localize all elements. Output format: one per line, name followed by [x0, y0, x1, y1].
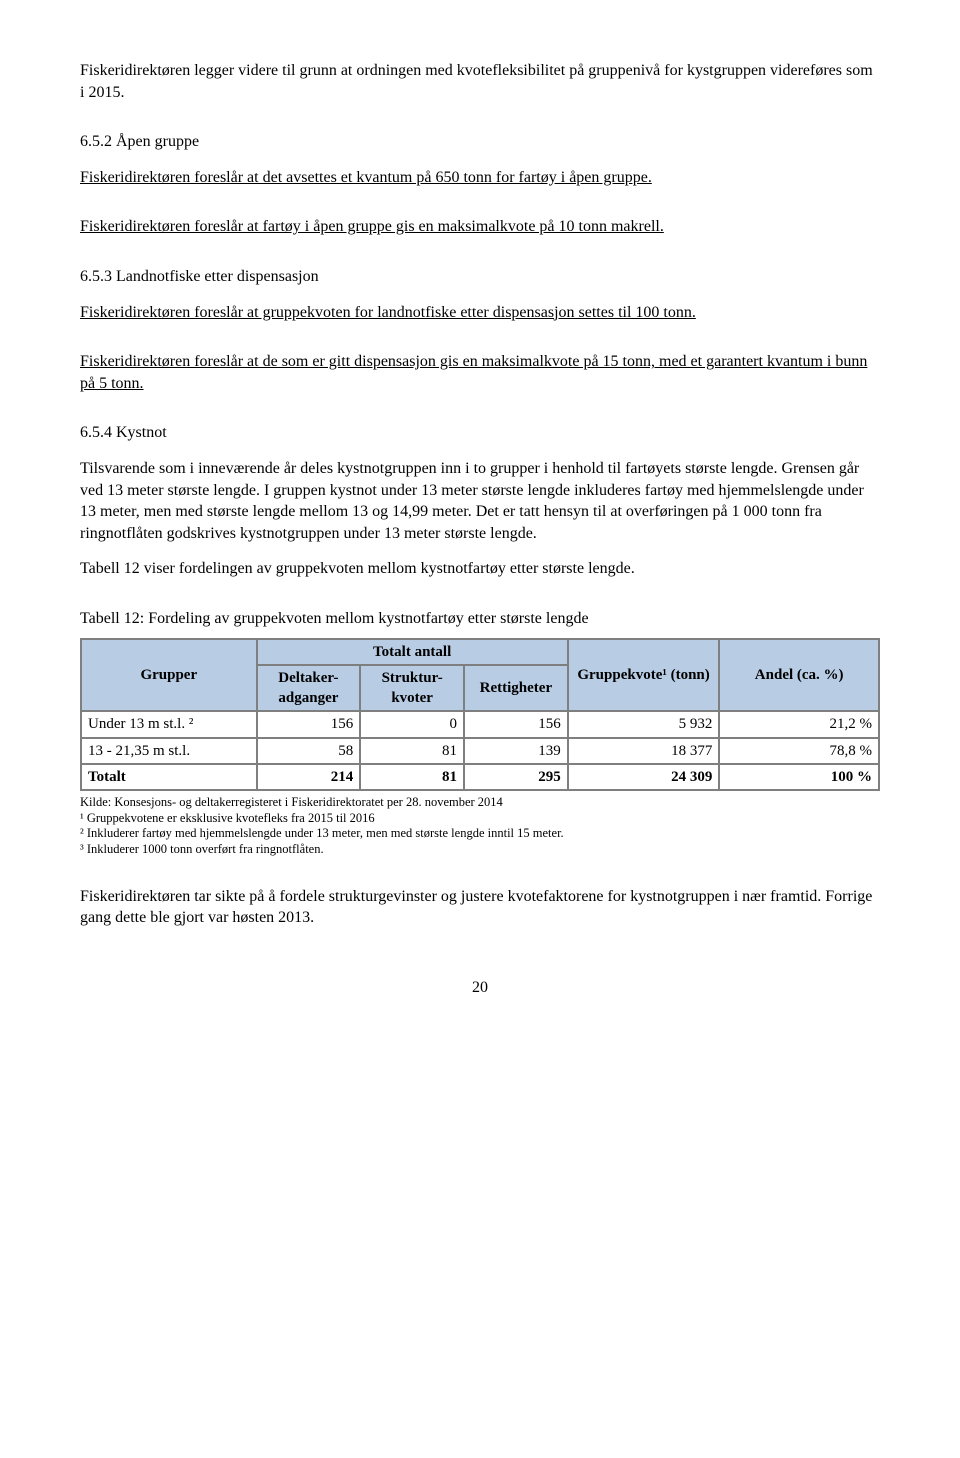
cell-rettigheter: 156	[464, 711, 568, 737]
cell-grupper: Under 13 m st.l. ²	[81, 711, 257, 737]
cell-rettigheter: 295	[464, 764, 568, 790]
paragraph-underlined: Fiskeridirektøren foreslår at gruppekvot…	[80, 302, 880, 324]
paragraph: Fiskeridirektøren legger videre til grun…	[80, 60, 880, 103]
table-row-total: Totalt 214 81 295 24 309 100 %	[81, 764, 879, 790]
cell-gruppekvote: 18 377	[568, 738, 720, 764]
heading-6-5-2: 6.5.2 Åpen gruppe	[80, 131, 880, 153]
paragraph: Fiskeridirektøren tar sikte på å fordele…	[80, 886, 880, 929]
paragraph: Tabell 12 viser fordelingen av gruppekvo…	[80, 558, 880, 580]
heading-6-5-4: 6.5.4 Kystnot	[80, 422, 880, 444]
cell-struktur: 0	[360, 711, 464, 737]
col-totalt-antall: Totalt antall	[257, 639, 568, 665]
paragraph-underlined: Fiskeridirektøren foreslår at de som er …	[80, 351, 880, 394]
cell-andel: 100 %	[719, 764, 879, 790]
table-caption: Tabell 12: Fordeling av gruppekvoten mel…	[80, 608, 880, 630]
heading-6-5-3: 6.5.3 Landnotfiske etter dispensasjon	[80, 266, 880, 288]
footnote-2: ² Inkluderer fartøy med hjemmelslengde u…	[80, 826, 880, 842]
table-row: Under 13 m st.l. ² 156 0 156 5 932 21,2 …	[81, 711, 879, 737]
cell-struktur: 81	[360, 764, 464, 790]
paragraph: Tilsvarende som i inneværende år deles k…	[80, 458, 880, 544]
col-grupper: Grupper	[81, 639, 257, 712]
footnote-3: ³ Inkluderer 1000 tonn overført fra ring…	[80, 842, 880, 858]
cell-grupper: Totalt	[81, 764, 257, 790]
cell-deltaker: 214	[257, 764, 361, 790]
col-deltaker: Deltaker-adganger	[257, 665, 361, 712]
col-gruppekvote: Gruppekvote¹ (tonn)	[568, 639, 720, 712]
table-12: Grupper Totalt antall Gruppekvote¹ (tonn…	[80, 638, 880, 792]
cell-deltaker: 58	[257, 738, 361, 764]
paragraph-underlined: Fiskeridirektøren foreslår at fartøy i å…	[80, 216, 880, 238]
col-andel: Andel (ca. %)	[719, 639, 879, 712]
page-number: 20	[80, 977, 880, 999]
cell-gruppekvote: 24 309	[568, 764, 720, 790]
cell-rettigheter: 139	[464, 738, 568, 764]
cell-grupper: 13 - 21,35 m st.l.	[81, 738, 257, 764]
table-row: 13 - 21,35 m st.l. 58 81 139 18 377 78,8…	[81, 738, 879, 764]
cell-deltaker: 156	[257, 711, 361, 737]
footnote-1: ¹ Gruppekvotene er eksklusive kvotefleks…	[80, 811, 880, 827]
col-struktur: Struktur-kvoter	[360, 665, 464, 712]
table-header-row: Grupper Totalt antall Gruppekvote¹ (tonn…	[81, 639, 879, 665]
cell-gruppekvote: 5 932	[568, 711, 720, 737]
paragraph-underlined: Fiskeridirektøren foreslår at det avsett…	[80, 167, 880, 189]
cell-andel: 21,2 %	[719, 711, 879, 737]
cell-struktur: 81	[360, 738, 464, 764]
footnote-source: Kilde: Konsesjons- og deltakerregisteret…	[80, 795, 880, 811]
col-rettigheter: Rettigheter	[464, 665, 568, 712]
table-footnotes: Kilde: Konsesjons- og deltakerregisteret…	[80, 795, 880, 858]
cell-andel: 78,8 %	[719, 738, 879, 764]
